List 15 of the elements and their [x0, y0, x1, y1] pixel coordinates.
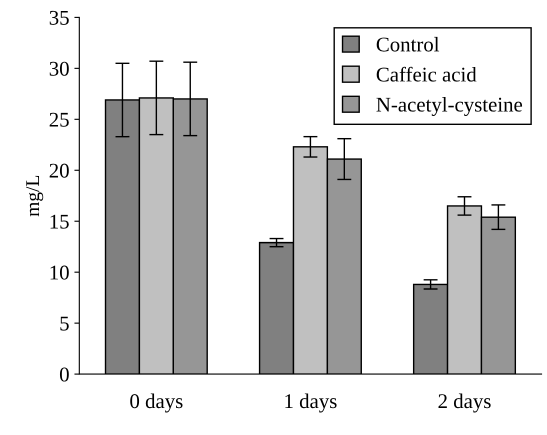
y-tick-label: 35 [50, 10, 69, 25]
y-tick-label: 30 [50, 62, 69, 76]
x-tick-label: 2 days [438, 394, 491, 412]
x-tick-label: 1 days [285, 394, 337, 412]
legend-label: Caffeic acid [376, 66, 476, 82]
y-tick-label: 15 [50, 214, 69, 229]
y-tick-label: 10 [50, 266, 69, 280]
y-tick-label: 20 [50, 164, 69, 178]
y-tick-label: 25 [50, 112, 69, 127]
y-tick-label: 0 [60, 367, 69, 382]
y-axis-title: mg/L [26, 176, 44, 216]
legend-label: N-acetyl-cysteine [376, 97, 522, 116]
legend-label: Control [376, 36, 440, 52]
x-tick-label: 0 days [130, 394, 182, 412]
y-tick-label: 5 [60, 316, 69, 331]
